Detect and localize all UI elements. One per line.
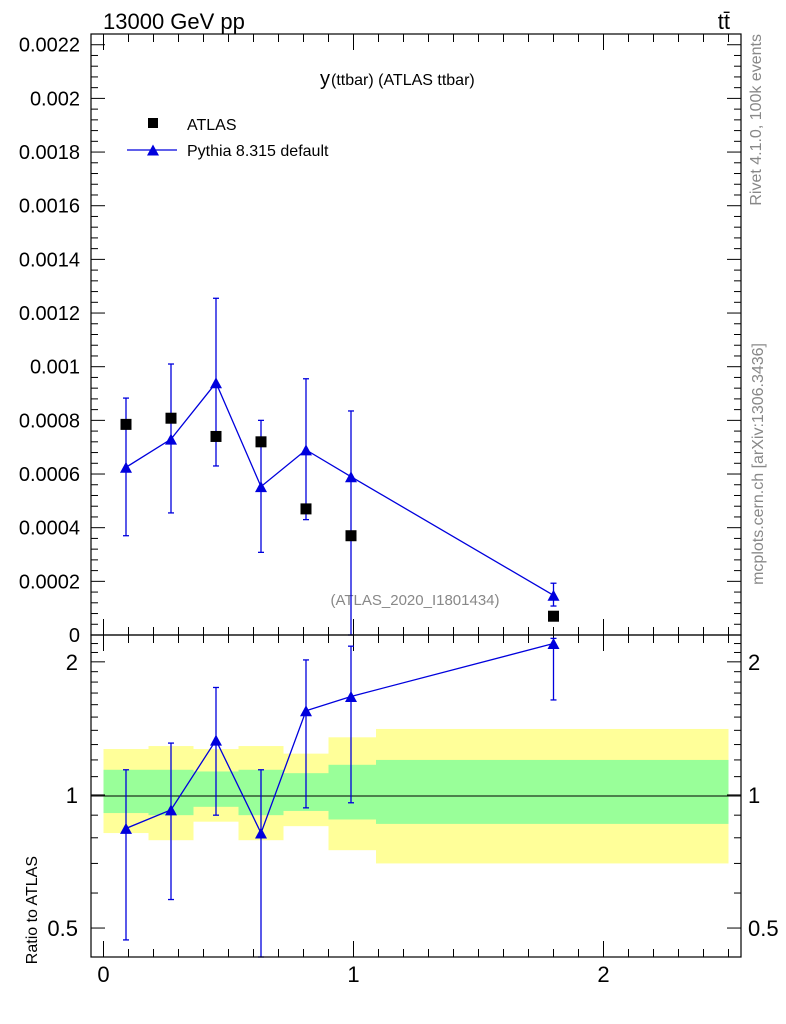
ratio-pythia-point xyxy=(547,638,560,650)
pythia-data-point xyxy=(345,471,357,483)
ratio-y-tick-label-right: 1 xyxy=(748,783,760,808)
plot-title-rest: (ttbar) (ATLAS ttbar) xyxy=(331,72,475,89)
ratio-y-tick-label-right: 2 xyxy=(748,650,760,675)
pythia-data-point xyxy=(120,461,132,473)
pythia-data-point xyxy=(300,444,312,456)
atlas-data-point xyxy=(548,610,559,622)
ratio-band-inner xyxy=(328,764,376,820)
main-y-tick-label: 0.0018 xyxy=(19,142,80,164)
pythia-line xyxy=(125,381,554,596)
pythia-data-point xyxy=(210,377,222,389)
ratio-pythia-point xyxy=(300,705,312,717)
ratio-series xyxy=(120,637,560,958)
ratio-pythia-point xyxy=(120,822,132,834)
plot-title: y(ttbar) (ATLAS ttbar) xyxy=(320,68,475,90)
atlas-data-point xyxy=(165,412,177,424)
rivet-version-label: Rivet 4.1.0, 100k events xyxy=(748,34,765,206)
analysis-watermark: (ATLAS_2020_I1801434) xyxy=(330,592,499,609)
ratio-frame xyxy=(90,634,742,958)
main-y-tick-label: 0.0014 xyxy=(19,249,80,271)
atlas-data-point xyxy=(345,530,357,542)
ratio-y-tick-label-right: 0.5 xyxy=(748,916,779,941)
atlas-data-point xyxy=(120,418,132,430)
mcplots-label: mcplots.cern.ch [arXiv:1306.3436] xyxy=(750,343,767,585)
atlas-data-point xyxy=(210,430,222,442)
main-y-tick-label: 0.0006 xyxy=(19,464,80,486)
main-y-tick-label: 0.0012 xyxy=(19,303,80,325)
ratio-x-tick-label: 1 xyxy=(347,962,359,987)
main-y-tick-label: 0.0008 xyxy=(19,410,80,432)
process-label: tt̄ xyxy=(718,9,730,34)
pythia-data-point xyxy=(547,589,560,601)
ratio-y-tick-label-left: 1 xyxy=(66,783,78,808)
legend: ATLAS Pythia 8.315 default xyxy=(127,117,329,160)
ratio-panel: Ratio to ATLAS 0.5 0.5 1 1 2 2 0 1 2 xyxy=(24,634,779,987)
legend-atlas-marker xyxy=(148,118,158,128)
ratio-x-tick-label: 2 xyxy=(597,962,609,987)
main-y-tick-label: 0.0022 xyxy=(19,35,80,57)
ratio-pythia-point xyxy=(345,690,357,702)
main-y-tick-label: 0 xyxy=(69,625,80,647)
atlas-data-point xyxy=(300,503,312,515)
pythia-data-point xyxy=(165,433,177,445)
plot-title-prefix: y xyxy=(320,68,330,90)
ratio-y-tick-label-left: 2 xyxy=(66,650,78,675)
ratio-x-tick-labels: 0 1 2 xyxy=(97,962,609,987)
atlas-data-point xyxy=(255,436,267,448)
ratio-pythia-point xyxy=(255,827,267,839)
ratio-y-axis-label: Ratio to ATLAS xyxy=(24,856,41,964)
main-panel: 0 0.0002 0.0004 0.0006 0.0008 0.001 0.0012 0.00… xyxy=(19,33,742,647)
legend-atlas-label: ATLAS xyxy=(187,117,237,134)
main-series xyxy=(120,297,560,636)
ratio-y-tick-labels: 0.5 0.5 1 1 2 2 xyxy=(47,650,778,941)
main-y-tick-labels: 0 0.0002 0.0004 0.0006 0.0008 0.001 0.0012 0.00… xyxy=(19,35,80,647)
main-y-tick-label: 0.002 xyxy=(30,88,80,110)
pythia-data-point xyxy=(255,481,267,493)
main-y-tick-label: 0.0016 xyxy=(19,196,80,218)
ratio-y-tick-label-left: 0.5 xyxy=(47,916,78,941)
main-y-tick-label: 0.0004 xyxy=(19,518,80,540)
main-y-tick-label: 0.001 xyxy=(30,357,80,379)
ratio-x-tick-label: 0 xyxy=(97,962,109,987)
ratio-pythia-point xyxy=(165,804,177,816)
legend-pythia-marker xyxy=(147,144,159,156)
legend-pythia-label: Pythia 8.315 default xyxy=(187,143,329,160)
ratio-band-inner xyxy=(376,759,729,824)
ratio-pythia-point xyxy=(210,734,222,746)
energy-label: 13000 GeV pp xyxy=(103,9,245,34)
ratio-axis-ticks xyxy=(91,635,741,957)
main-y-tick-label: 0.0002 xyxy=(19,571,80,593)
main-axis-ticks xyxy=(91,33,741,636)
